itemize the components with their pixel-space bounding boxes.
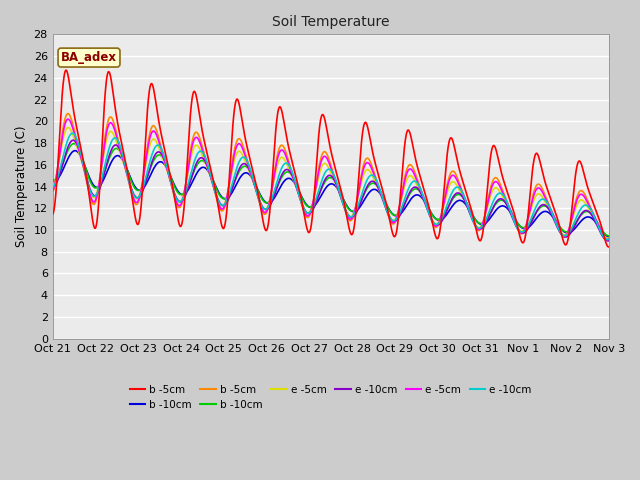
Y-axis label: Soil Temperature (C): Soil Temperature (C) (15, 126, 28, 247)
Title: Soil Temperature: Soil Temperature (272, 15, 390, 29)
Text: BA_adex: BA_adex (61, 51, 117, 64)
Legend: b -5cm, b -10cm, b -5cm, b -10cm, e -5cm, e -10cm, e -5cm, e -10cm: b -5cm, b -10cm, b -5cm, b -10cm, e -5cm… (125, 381, 536, 414)
